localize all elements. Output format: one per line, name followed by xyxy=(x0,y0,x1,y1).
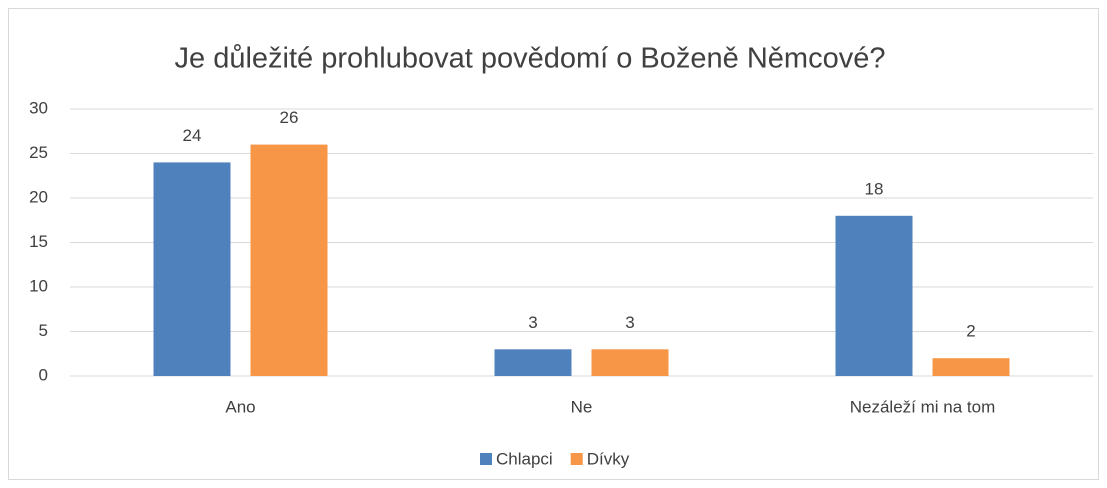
bar xyxy=(932,358,1010,376)
y-tick-label: 0 xyxy=(39,365,48,384)
legend-swatch xyxy=(570,453,583,465)
data-label: 24 xyxy=(183,126,202,145)
legend-label: Chlapci xyxy=(496,449,553,468)
chart-title: Je důležité prohlubovat povědomí o Božen… xyxy=(175,43,886,75)
x-tick-label: Ano xyxy=(225,397,255,416)
y-tick-label: 15 xyxy=(29,232,48,251)
data-label: 3 xyxy=(528,313,537,332)
y-tick-label: 5 xyxy=(39,321,48,340)
data-label: 18 xyxy=(865,179,884,198)
y-tick-label: 10 xyxy=(29,276,48,295)
y-tick-label: 25 xyxy=(29,143,48,162)
bar xyxy=(250,144,328,376)
data-label: 26 xyxy=(280,108,299,127)
x-tick-label: Ne xyxy=(571,397,593,416)
bar xyxy=(494,349,572,376)
data-label: 3 xyxy=(625,313,634,332)
legend-label: Dívky xyxy=(587,449,630,468)
bar xyxy=(591,349,669,376)
bar xyxy=(835,215,913,376)
y-tick-label: 30 xyxy=(29,98,48,117)
data-label: 2 xyxy=(966,322,975,341)
legend-swatch xyxy=(480,453,492,465)
bar xyxy=(153,162,231,376)
y-tick-label: 20 xyxy=(29,187,48,206)
x-tick-label: Nezáleží mi na tom xyxy=(850,397,996,416)
